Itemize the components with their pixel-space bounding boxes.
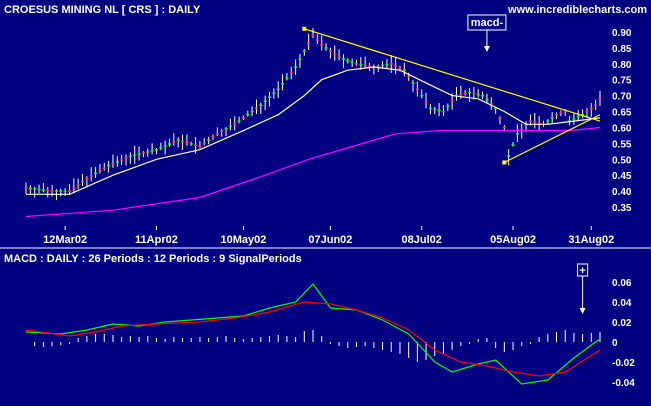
price-x-tick-label: 07Jun02: [308, 234, 352, 246]
long-moving-average-line: [25, 126, 601, 218]
macd-y-tick-label: -0.04: [612, 378, 635, 389]
macd-series-layer: [25, 283, 601, 385]
price-chart-title: CROESUS MINING NL [ CRS ] : DAILY: [4, 4, 201, 16]
price-y-tick-label: 0.55: [612, 139, 632, 150]
price-y-tick-label: 0.80: [612, 60, 632, 71]
price-x-tick-label: 08Jul02: [402, 234, 442, 246]
trendline: [304, 28, 601, 122]
macd-y-tick-label: 0.04: [612, 298, 632, 309]
price-series-layer: [24, 26, 602, 218]
trendline-anchor: [502, 160, 507, 165]
macd-y-tick-label: 0.06: [612, 278, 632, 289]
trendline-anchor: [302, 26, 307, 31]
macd-y-tick-label: -0.02: [612, 358, 635, 369]
price-y-tick-label: 0.90: [612, 28, 632, 39]
short-moving-average-line: [26, 66, 601, 195]
macd-y-tick-label: 0: [612, 338, 618, 349]
macd-line: [25, 283, 601, 385]
macd-signal-arrowhead: [483, 46, 490, 52]
macd-signal-label: macd-: [471, 17, 504, 29]
price-x-tick-label: 12Mar02: [43, 234, 87, 246]
price-y-tick-label: 0.45: [612, 171, 632, 182]
price-y-tick-label: 0.35: [612, 203, 632, 214]
macd-annotations: +: [577, 263, 589, 314]
price-y-tick-label: 0.60: [612, 123, 632, 134]
signal-line: [25, 301, 601, 377]
price-x-tick-label: 10May02: [220, 234, 266, 246]
price-y-tick-label: 0.40: [612, 187, 632, 198]
macd-panel: MACD : DAILY : 26 Periods : 12 Periods :…: [4, 253, 635, 389]
price-panel: CROESUS MINING NL [ CRS ] : DAILY www.in…: [4, 4, 647, 246]
plus-signal-label: +: [579, 265, 585, 277]
macd-chart-title: MACD : DAILY : 26 Periods : 12 Periods :…: [4, 253, 302, 265]
macd-y-tick-label: 0.02: [612, 318, 632, 329]
price-y-tick-label: 0.65: [612, 108, 632, 119]
price-annotations: macd-: [467, 14, 507, 52]
trendline: [504, 114, 601, 163]
price-y-axis: 0.35 0.40 0.45 0.50 0.55 0.60 0.65 0.70 0.75 0.80…: [612, 28, 632, 214]
plus-signal-arrowhead: [579, 308, 586, 314]
price-y-tick-label: 0.85: [612, 44, 632, 55]
price-y-tick-label: 0.75: [612, 76, 632, 87]
price-x-tick-label: 11Apr02: [135, 234, 178, 246]
price-y-tick-label: 0.50: [612, 155, 632, 166]
price-y-tick-label: 0.70: [612, 92, 632, 103]
source-watermark: www.incrediblecharts.com: [507, 4, 647, 16]
price-x-tick-label: 05Aug02: [490, 234, 536, 246]
macd-y-axis: -0.04 -0.02 0 0.02 0.04 0.06: [612, 278, 635, 389]
price-x-axis: 12Mar02 11Apr02 10May02 07Jun02 08Jul02 05Aug…: [43, 226, 614, 246]
price-x-tick-label: 31Aug02: [568, 234, 614, 246]
